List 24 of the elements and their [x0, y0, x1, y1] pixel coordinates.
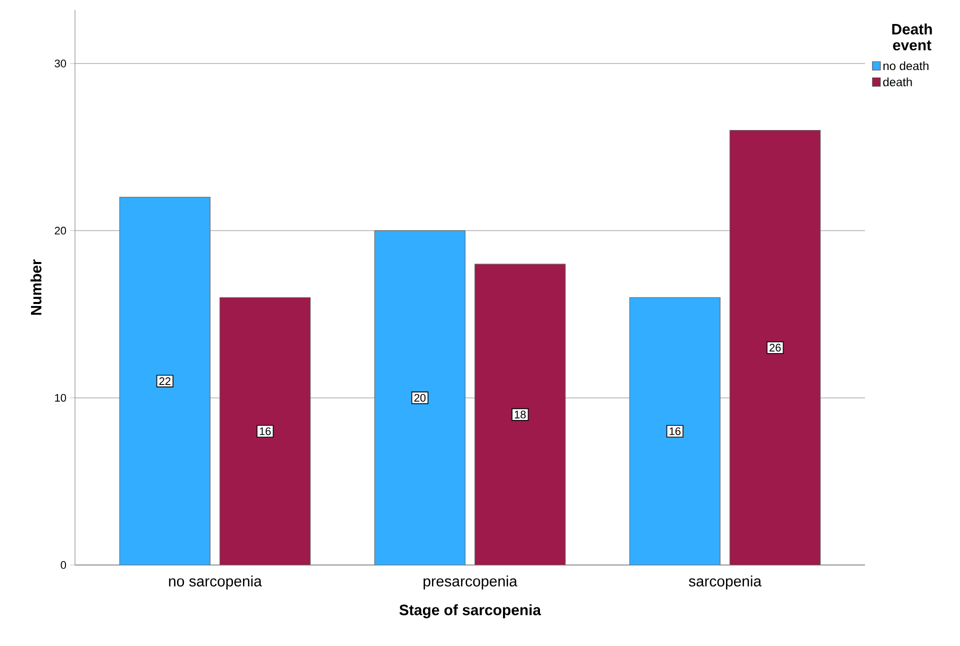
data-label: 18 [514, 410, 526, 418]
data-label: 20 [414, 394, 426, 402]
bar [220, 297, 311, 565]
x-tick-label: presarcopenia [424, 576, 518, 590]
y-axis-title: Number [30, 259, 42, 315]
bar [730, 130, 821, 565]
y-tick-label: 0 [60, 561, 66, 569]
legend-label: death [883, 78, 912, 86]
bar [629, 297, 720, 565]
legend-label: no death [883, 61, 928, 70]
y-tick-label: 20 [54, 226, 66, 235]
y-tick-label: 30 [54, 60, 66, 68]
data-label: 16 [670, 427, 681, 436]
data-label: 22 [159, 377, 170, 385]
bar [474, 264, 566, 565]
x-tick-label: sarcopenia [688, 576, 762, 590]
y-tick-label: 10 [55, 394, 66, 402]
bar [374, 230, 466, 565]
x-axis-title: Stage of sarcopenia [399, 604, 542, 618]
data-label: 26 [770, 344, 781, 352]
legend-title: Death event [892, 24, 932, 50]
x-tick-label: no sarcopenia [169, 576, 262, 590]
data-label: 16 [260, 427, 271, 436]
bar [119, 196, 210, 565]
